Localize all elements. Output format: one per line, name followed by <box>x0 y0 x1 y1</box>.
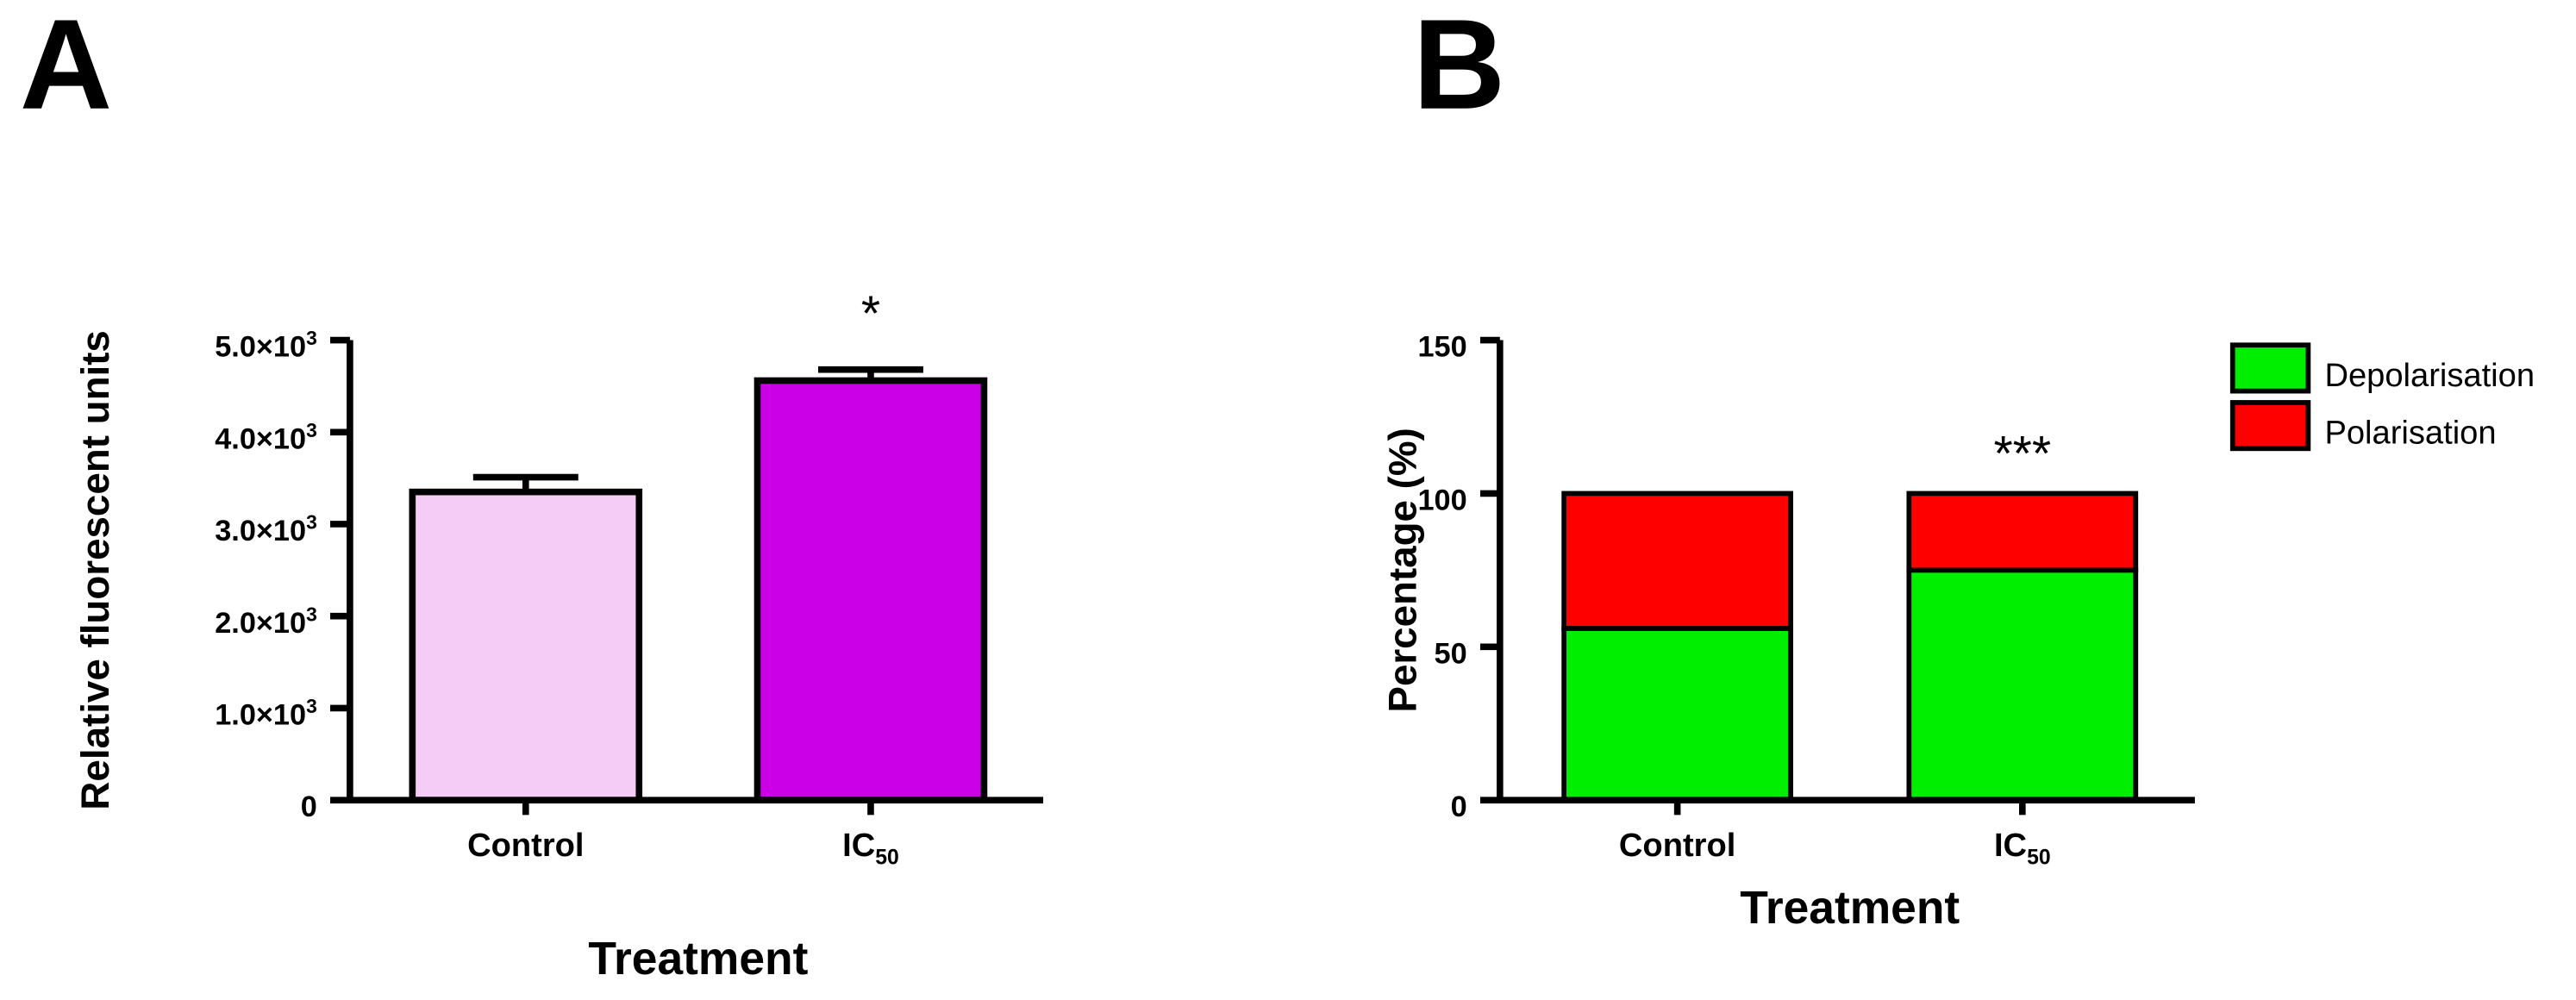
y-tick-label: 150 <box>1417 331 1466 364</box>
x-tick-label-control: Control <box>1619 828 1735 864</box>
y-tick-label: 5.0×103 <box>215 327 317 363</box>
x-tick-label-ic50: IC50 <box>1994 828 2051 870</box>
x-tick-label-control: Control <box>467 828 584 864</box>
y-tick-label: 0 <box>301 791 317 823</box>
y-tick-label: 0 <box>1451 791 1467 823</box>
panel-b: Control *** IC50 0 50 100 150 Percentage (%) Tre… <box>1381 331 2535 934</box>
y-axis-title: Relative fluorescent units <box>73 330 117 809</box>
significance-ic50: * <box>861 286 880 341</box>
bar-control <box>409 488 643 804</box>
y-tick-label: 4.0×103 <box>215 419 317 455</box>
x-axis-title: Treatment <box>588 934 808 984</box>
legend: Depolarisation Polarisation <box>2229 342 2535 452</box>
y-tick-label: 100 <box>1417 484 1466 516</box>
legend-swatch-depolarisation <box>2229 342 2311 394</box>
bar-depolarisation-control <box>1561 626 1793 803</box>
y-tick-label: 1.0×103 <box>215 695 317 731</box>
y-tick-label: 3.0×103 <box>215 511 317 547</box>
legend-label-polarisation: Polarisation <box>2324 416 2496 452</box>
bar-polarisation-ic50 <box>1906 491 2139 573</box>
legend-swatch-polarisation <box>2229 400 2311 452</box>
x-axis-title: Treatment <box>1740 883 1960 934</box>
bar-ic50 <box>753 377 988 804</box>
x-tick-label-ic50: IC50 <box>842 828 899 870</box>
panel-letter-a: A <box>20 0 112 136</box>
bar-depolarisation-ic50 <box>1906 567 2139 803</box>
y-tick-label: 2.0×103 <box>215 603 317 639</box>
y-tick-label: 50 <box>1435 637 1467 670</box>
bar-polarisation-control <box>1561 491 1793 631</box>
panel-letter-b: B <box>1413 0 1505 136</box>
y-axis-title: Percentage (%) <box>1381 428 1425 712</box>
panel-a: Control * IC50 0 1.0×103 2.0×103 3.0×103 4.0×10… <box>73 286 1044 984</box>
legend-label-depolarisation: Depolarisation <box>2324 358 2535 394</box>
significance-ic50: *** <box>1993 427 2051 482</box>
